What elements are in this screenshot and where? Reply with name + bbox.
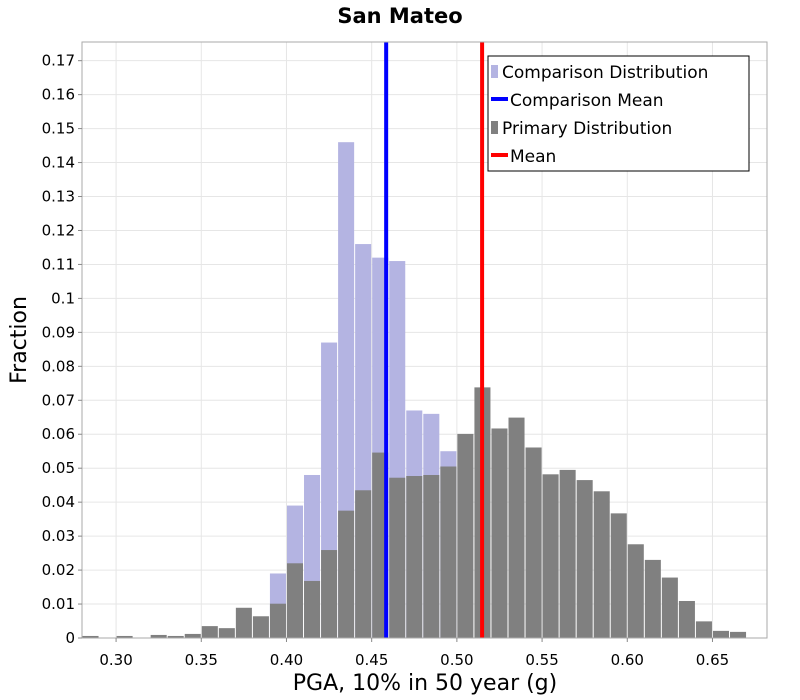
- primary-distribution-bar: [627, 544, 644, 638]
- legend-label-comparison-mean: Comparison Mean: [510, 91, 664, 111]
- y-tick-label: 0.17: [42, 52, 75, 70]
- y-tick-label: 0: [65, 629, 75, 647]
- chart-title: San Mateo: [337, 4, 462, 28]
- primary-distribution-bar: [712, 630, 730, 638]
- y-tick-label: 0.04: [42, 493, 75, 511]
- legend-swatch-mean: [491, 153, 508, 157]
- legend-label-mean: Mean: [510, 147, 556, 167]
- y-tick-label: 0.03: [42, 527, 75, 545]
- y-axis-ticks: 0 0.01 0.02 0.03 0.04 0.05 0.06 0.07 0.08 0.09 0.1…: [42, 52, 82, 647]
- y-tick-label: 0.16: [42, 86, 75, 104]
- x-tick-label: 0.60: [611, 651, 644, 669]
- legend-label-comparison-distribution: Comparison Distribution: [502, 63, 708, 83]
- primary-distribution-bar: [423, 474, 440, 638]
- x-tick-label: 0.50: [440, 651, 473, 669]
- y-tick-label: 0.08: [42, 357, 75, 375]
- x-axis-ticks: 0.30 0.35 0.40 0.45 0.50 0.55 0.60 0.65: [99, 638, 729, 669]
- y-tick-label: 0.02: [42, 561, 75, 579]
- mean-lines: [384, 42, 485, 638]
- y-tick-label: 0.13: [42, 188, 75, 206]
- primary-distribution-bar: [82, 635, 99, 638]
- y-axis-title: Fraction: [7, 296, 32, 384]
- y-tick-label: 0.11: [42, 255, 75, 273]
- primary-distribution-bar: [252, 616, 269, 638]
- primary-distribution-bars: [82, 387, 747, 638]
- legend-swatch-primary-distribution: [491, 121, 498, 134]
- x-axis-title: PGA, 10% in 50 year (g): [293, 671, 557, 696]
- primary-distribution-bar: [593, 491, 610, 638]
- primary-distribution-bar: [406, 476, 423, 638]
- primary-distribution-bar: [730, 631, 747, 638]
- legend-swatch-comparison-distribution: [491, 65, 498, 78]
- primary-distribution-bar: [457, 433, 474, 638]
- primary-distribution-bar: [525, 447, 542, 638]
- x-tick-label: 0.40: [270, 651, 303, 669]
- plot-border: [81, 41, 768, 639]
- x-tick-label: 0.65: [696, 651, 729, 669]
- primary-distribution-bar: [269, 603, 286, 638]
- y-tick-label: 0.15: [42, 120, 75, 138]
- primary-distribution-bar: [338, 510, 355, 638]
- primary-distribution-bar: [440, 466, 457, 638]
- primary-distribution-bar: [201, 626, 218, 638]
- legend-label-primary-distribution: Primary Distribution: [502, 119, 672, 139]
- x-tick-label: 0.30: [99, 651, 132, 669]
- primary-distribution-bar: [184, 633, 201, 638]
- primary-distribution-bar: [661, 577, 678, 638]
- y-tick-label: 0.14: [42, 154, 75, 172]
- legend-swatch-comparison-mean: [491, 97, 508, 101]
- primary-distribution-bar: [610, 513, 627, 638]
- primary-distribution-bar: [116, 635, 133, 638]
- primary-distribution-bar: [508, 417, 525, 638]
- y-tick-label: 0.09: [42, 323, 75, 341]
- primary-distribution-bar: [542, 474, 559, 638]
- primary-distribution-bar: [321, 550, 338, 638]
- x-tick-label: 0.35: [185, 651, 218, 669]
- primary-distribution-bar: [304, 580, 321, 638]
- primary-distribution-bar: [218, 628, 235, 638]
- primary-distribution-bar: [644, 559, 661, 638]
- y-tick-label: 0.05: [42, 459, 75, 477]
- y-tick-label: 0.1: [51, 289, 75, 307]
- primary-distribution-bar: [389, 477, 406, 638]
- x-tick-label: 0.55: [525, 651, 558, 669]
- primary-distribution-bar: [235, 607, 252, 638]
- y-tick-label: 0.01: [42, 595, 75, 613]
- primary-distribution-bar: [576, 480, 593, 638]
- legend-box: [487, 55, 750, 172]
- y-tick-label: 0.12: [42, 221, 75, 239]
- primary-distribution-bar: [695, 621, 712, 638]
- primary-distribution-bar: [678, 600, 695, 638]
- primary-distribution-bar: [167, 635, 184, 638]
- primary-distribution-bar: [150, 634, 167, 638]
- legend: Comparison Distribution Comparison Mean …: [487, 55, 750, 172]
- primary-distribution-bar: [559, 469, 576, 638]
- y-tick-label: 0.06: [42, 425, 75, 443]
- y-tick-label: 0.07: [42, 391, 75, 409]
- primary-distribution-bar: [355, 490, 372, 638]
- x-tick-label: 0.45: [355, 651, 388, 669]
- primary-distribution-bar: [286, 563, 304, 638]
- gridlines: [82, 42, 767, 639]
- primary-distribution-bar: [491, 428, 508, 638]
